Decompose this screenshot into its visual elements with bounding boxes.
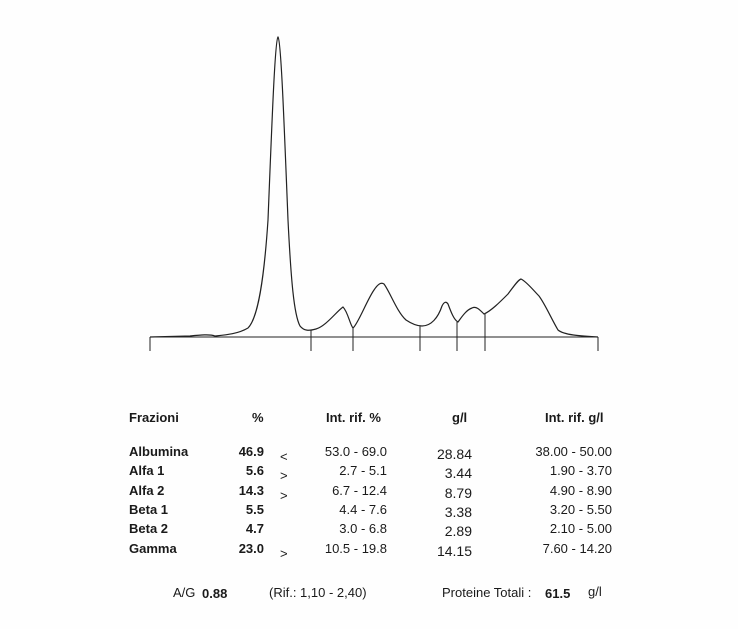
row-gl: 14.15 <box>436 543 472 559</box>
row-percent: 46.9 <box>238 444 264 459</box>
header-fraction: Frazioni <box>129 410 179 425</box>
row-flag: < <box>280 449 288 464</box>
row-ref-gl: 1.90 - 3.70 <box>549 463 612 478</box>
ag-value: 0.88 <box>202 586 228 601</box>
header-gl: g/l <box>452 410 468 425</box>
row-percent: 4.7 <box>245 521 264 536</box>
ag-label: A/G <box>173 585 196 600</box>
total-protein-unit: g/l <box>588 584 602 599</box>
row-percent: 23.0 <box>238 541 264 556</box>
row-gl: 8.79 <box>444 485 472 501</box>
row-flag: > <box>280 488 288 503</box>
row-percent: 14.3 <box>238 483 264 498</box>
row-gl: 3.38 <box>444 504 472 520</box>
row-ref-gl: 4.90 - 8.90 <box>549 483 612 498</box>
row-flag: > <box>280 546 288 561</box>
row-ref-percent: 10.5 - 19.8 <box>324 541 387 556</box>
row-ref-gl: 7.60 - 14.20 <box>542 541 612 556</box>
electrophoresis-trace <box>149 36 599 351</box>
header-ref-percent: Int. rif. % <box>326 410 381 425</box>
row-flag: > <box>280 468 288 483</box>
row-name: Albumina <box>129 444 189 459</box>
total-protein-label: Proteine Totali : <box>442 585 532 600</box>
row-ref-gl: 38.00 - 50.00 <box>535 444 612 459</box>
row-gl: 3.44 <box>444 465 472 481</box>
header-percent: % <box>252 410 264 425</box>
row-gl: 28.84 <box>436 446 472 462</box>
row-percent: 5.6 <box>245 463 264 478</box>
row-name: Alfa 1 <box>129 463 165 478</box>
row-name: Beta 2 <box>129 521 169 536</box>
row-name: Gamma <box>129 541 177 556</box>
densitometry-curve <box>149 36 599 338</box>
row-gl: 2.89 <box>444 523 472 539</box>
row-ref-percent: 53.0 - 69.0 <box>324 444 387 459</box>
row-ref-percent: 2.7 - 5.1 <box>339 463 387 478</box>
row-percent: 5.5 <box>245 502 264 517</box>
row-ref-gl: 3.20 - 5.50 <box>549 502 612 517</box>
ag-reference: (Rif.: 1,10 - 2,40) <box>269 585 367 600</box>
row-ref-percent: 6.7 - 12.4 <box>332 483 387 498</box>
row-name: Beta 1 <box>129 502 169 517</box>
row-ref-percent: 4.4 - 7.6 <box>339 502 387 517</box>
row-ref-gl: 2.10 - 5.00 <box>549 521 612 536</box>
row-ref-percent: 3.0 - 6.8 <box>339 521 387 536</box>
header-ref-gl: Int. rif. g/l <box>545 410 604 425</box>
row-name: Alfa 2 <box>129 483 165 498</box>
total-protein-value: 61.5 <box>545 586 571 601</box>
